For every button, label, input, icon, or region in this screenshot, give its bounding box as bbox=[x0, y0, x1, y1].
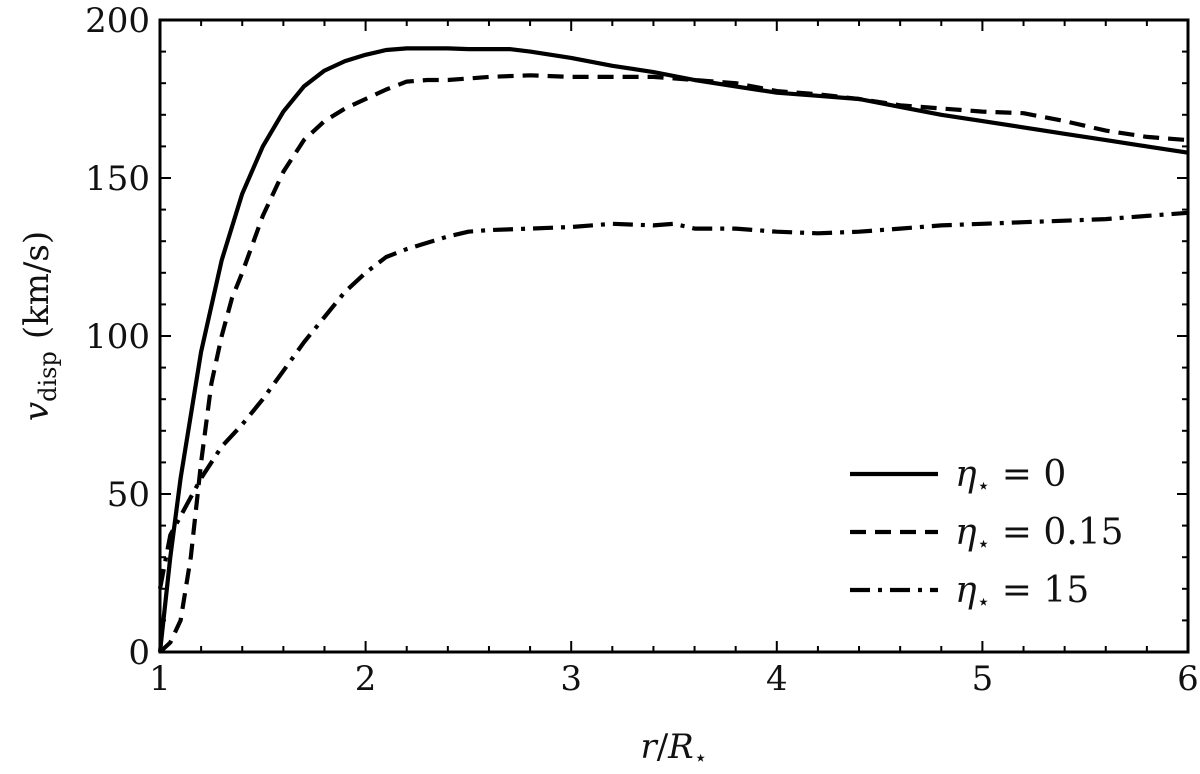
x-tick-label: 6 bbox=[1177, 659, 1199, 699]
x-axis-label-sub: ⋆ bbox=[694, 746, 708, 771]
legend-label-0: η⋆ = 0 bbox=[955, 454, 1066, 499]
y-axis-label-sub: disp bbox=[34, 351, 62, 402]
x-tick-label: 4 bbox=[766, 659, 788, 699]
x-tick-label: 3 bbox=[560, 659, 582, 699]
x-tick-label: 5 bbox=[972, 659, 994, 699]
ticks-layer bbox=[159, 19, 1189, 653]
series-line-0 bbox=[157, 46, 1189, 653]
series-line-2 bbox=[157, 210, 1189, 590]
legend-label-2: η⋆ = 15 bbox=[955, 570, 1089, 615]
x-axis-label-sep: / bbox=[657, 727, 669, 767]
y-tick-label: 0 bbox=[128, 633, 150, 673]
y-tick-label: 50 bbox=[107, 475, 150, 515]
y-axis-label: vdisp (km/s) bbox=[17, 231, 62, 421]
x-axis-label: r/R⋆ bbox=[640, 727, 707, 771]
series-layer bbox=[157, 46, 1189, 654]
y-tick-label: 100 bbox=[85, 317, 150, 357]
series-line-1 bbox=[158, 73, 1189, 654]
x-axis-label-var: r bbox=[640, 727, 658, 767]
legend-label-1: η⋆ = 0.15 bbox=[955, 512, 1124, 557]
x-axis-label-base: R bbox=[667, 727, 694, 767]
y-tick-label: 200 bbox=[85, 1, 150, 41]
legend: η⋆ = 0 η⋆ = 0.15 η⋆ = 15 bbox=[850, 454, 1124, 615]
y-axis-label-unit: (km/s) bbox=[17, 231, 57, 339]
x-tick-label: 1 bbox=[149, 659, 171, 699]
y-axis-label-var: v bbox=[17, 402, 57, 421]
y-tick-label: 150 bbox=[85, 159, 150, 199]
x-tick-label: 2 bbox=[355, 659, 377, 699]
tick-labels: 1 2 3 4 5 6 0 50 100 150 200 bbox=[85, 1, 1199, 699]
